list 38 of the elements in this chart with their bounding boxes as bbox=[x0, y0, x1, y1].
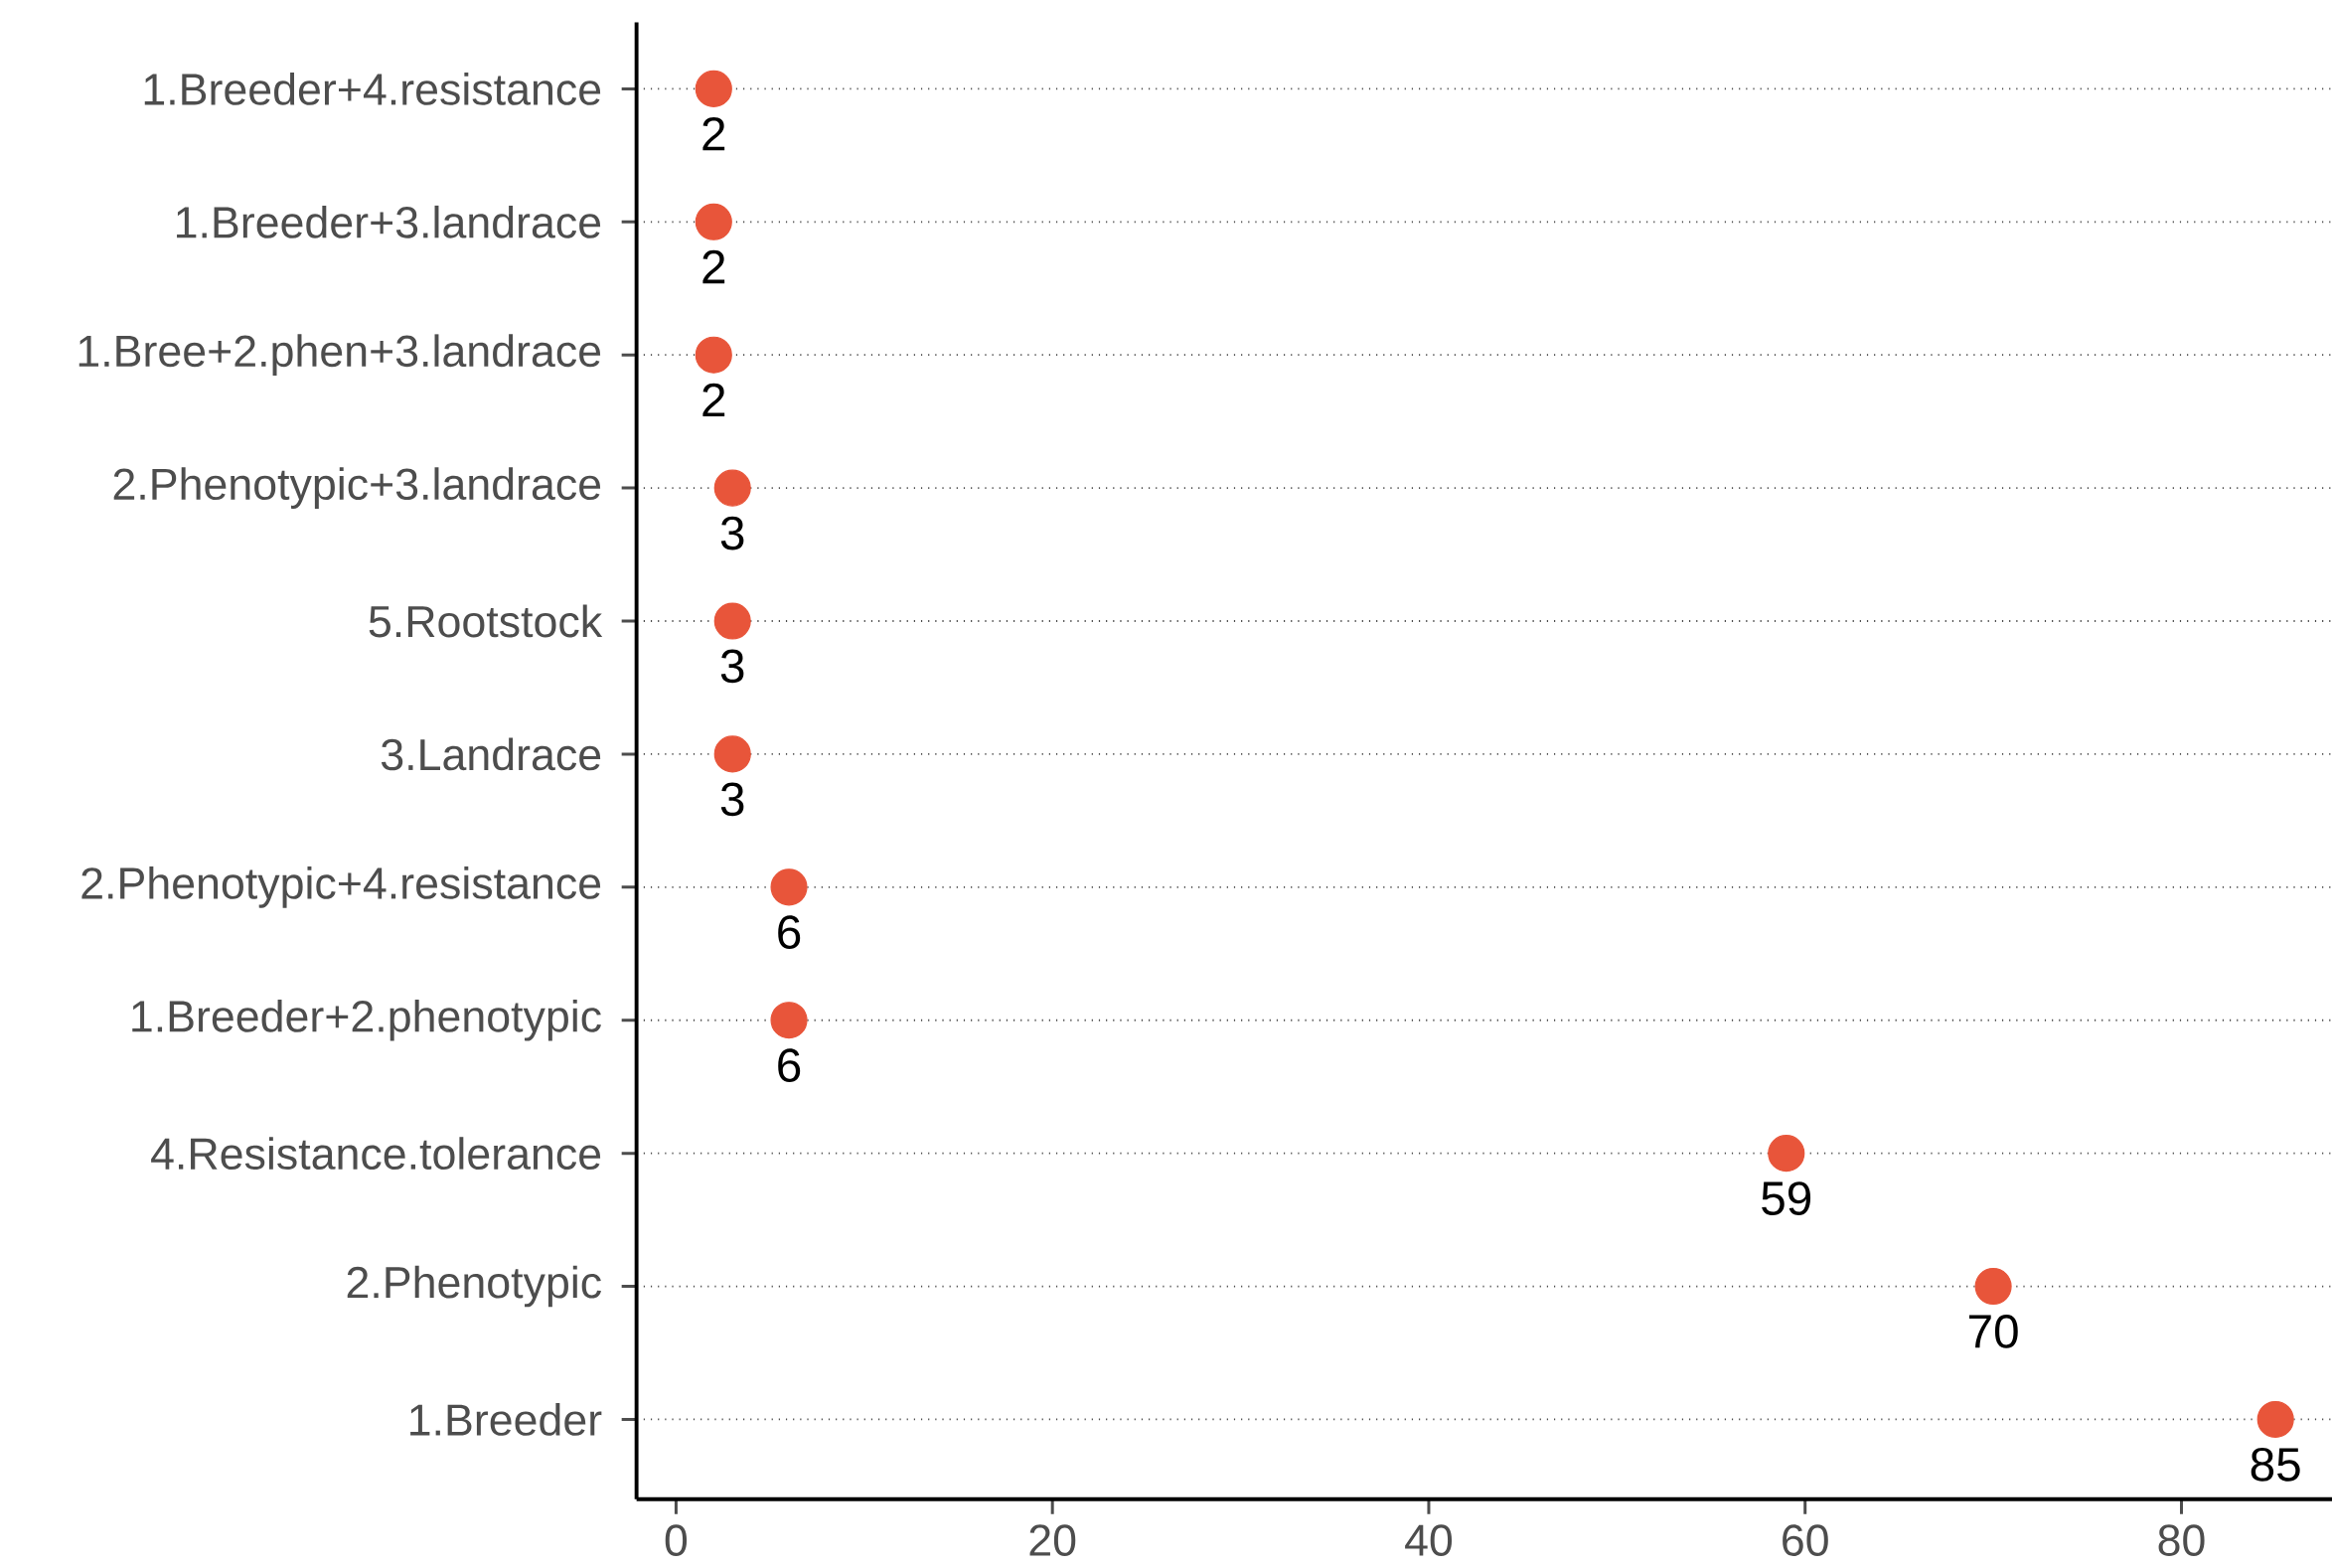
x-tick-label: 80 bbox=[2158, 1524, 2205, 1557]
data-label: 6 bbox=[778, 915, 801, 950]
x-tick-label: 40 bbox=[1405, 1524, 1453, 1557]
point bbox=[695, 71, 732, 108]
data-label: 6 bbox=[778, 1048, 801, 1083]
data-label: 3 bbox=[720, 782, 744, 817]
point bbox=[1768, 1135, 1805, 1173]
y-tick-label: 2.Phenotypic bbox=[347, 1265, 601, 1308]
x-tick-label: 60 bbox=[1783, 1524, 1828, 1557]
data-label: 2 bbox=[702, 117, 725, 151]
point bbox=[770, 868, 808, 906]
y-tick-label: 1.Breeder+2.phenotypic bbox=[132, 1000, 601, 1041]
x-tick-label: 20 bbox=[1029, 1524, 1076, 1557]
data-label: 3 bbox=[720, 516, 744, 550]
x-tick-label: 0 bbox=[665, 1524, 688, 1557]
point bbox=[713, 602, 751, 640]
data-label: 85 bbox=[2251, 1448, 2300, 1482]
point bbox=[695, 336, 732, 374]
point bbox=[770, 1002, 808, 1039]
y-tick-label: 3.Landrace bbox=[381, 737, 601, 771]
y-tick-label: 5.Rootstock bbox=[369, 604, 603, 638]
y-tick-label: 4.Resistance.tolerance bbox=[151, 1137, 601, 1171]
y-tick-label: 1.Bree+2.phen+3.landrace bbox=[78, 334, 601, 377]
point bbox=[695, 203, 732, 241]
data-label: 59 bbox=[1762, 1181, 1811, 1216]
point bbox=[713, 469, 751, 507]
point bbox=[2256, 1401, 2294, 1439]
data-label: 2 bbox=[702, 383, 725, 417]
y-tick-label: 2.Phenotypic+4.resistance bbox=[81, 866, 601, 908]
data-label: 3 bbox=[720, 649, 744, 684]
y-tick-label: 1.Breeder+4.resistance bbox=[144, 73, 601, 105]
data-label: 2 bbox=[702, 250, 725, 284]
y-tick-label: 1.Breeder+3.landrace bbox=[177, 206, 601, 238]
point bbox=[1974, 1268, 2012, 1306]
y-tick-label: 1.Breeder bbox=[410, 1403, 602, 1437]
point bbox=[713, 735, 751, 773]
data-label: 70 bbox=[1968, 1315, 2018, 1349]
y-tick-label: 2.Phenotypic+3.landrace bbox=[113, 467, 601, 510]
